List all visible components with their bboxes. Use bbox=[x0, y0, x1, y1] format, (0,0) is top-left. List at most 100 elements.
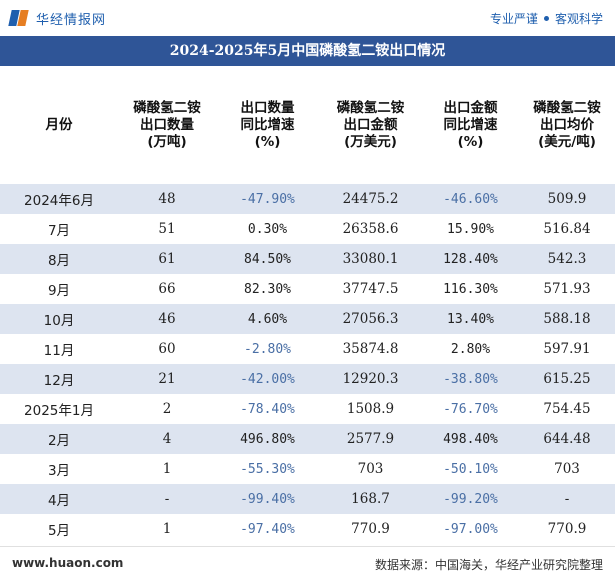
cell-price: 509.9 bbox=[519, 184, 615, 214]
column-header-line: 磷酸氢二铵 bbox=[336, 99, 405, 116]
cell-qty-yoy: 84.50% bbox=[216, 244, 319, 274]
table-row: 9月 66 82.30% 37747.5 116.30% 571.93 bbox=[0, 274, 615, 304]
table-row: 7月 51 0.30% 26358.6 15.90% 516.84 bbox=[0, 214, 615, 244]
cell-month: 11月 bbox=[0, 334, 118, 364]
title-bar: 2024-2025年5月中国磷酸氢二铵出口情况 bbox=[0, 36, 615, 66]
cell-qty: 48 bbox=[118, 184, 216, 214]
cell-amt: 37747.5 bbox=[319, 274, 422, 304]
cell-month: 7月 bbox=[0, 214, 118, 244]
cell-price: 754.45 bbox=[519, 394, 615, 424]
brand-logo[interactable]: 华经情报网 bbox=[8, 8, 107, 28]
cell-qty-yoy: -2.80% bbox=[216, 334, 319, 364]
cell-month: 10月 bbox=[0, 304, 118, 334]
cell-qty-yoy: -42.00% bbox=[216, 364, 319, 394]
cell-month: 8月 bbox=[0, 244, 118, 274]
cell-month: 4月 bbox=[0, 484, 118, 514]
cell-qty-yoy: 0.30% bbox=[216, 214, 319, 244]
cell-amt-yoy: 15.90% bbox=[422, 214, 519, 244]
table-row: 2月 4 496.80% 2577.9 498.40% 644.48 bbox=[0, 424, 615, 454]
cell-month: 2月 bbox=[0, 424, 118, 454]
cell-price: - bbox=[519, 484, 615, 514]
cell-qty-yoy: 4.60% bbox=[216, 304, 319, 334]
slogan-left: 专业严谨 bbox=[489, 12, 538, 26]
cell-amt: 12920.3 bbox=[319, 364, 422, 394]
logo-text: 华经情报网 bbox=[36, 12, 107, 28]
column-header-line: 出口数量 bbox=[140, 116, 194, 133]
column-header-line: 出口数量 bbox=[240, 99, 295, 116]
cell-qty: 61 bbox=[118, 244, 216, 274]
cell-qty-yoy: -78.40% bbox=[216, 394, 319, 424]
cell-amt-yoy: -38.80% bbox=[422, 364, 519, 394]
cell-qty: 46 bbox=[118, 304, 216, 334]
column-header-line: 月份 bbox=[45, 116, 73, 133]
cell-price: 542.3 bbox=[519, 244, 615, 274]
table-header-row: 月份 磷酸氢二铵 出口数量 (万吨) 出口数量 同比增速 (%) 磷酸氢二铵 出口金额 (万美元)… bbox=[0, 66, 615, 184]
table-row: 5月 1 -97.40% 770.9 -97.00% 770.9 bbox=[0, 514, 615, 544]
table-body: 2024年6月 48 -47.90% 24475.2 -46.60% 509.9 7月 51 0… bbox=[0, 184, 615, 544]
cell-amt: 35874.8 bbox=[319, 334, 422, 364]
slogan: 专业严谨 客观科学 bbox=[490, 10, 603, 27]
table-row: 4月 - -99.40% 168.7 -99.20% - bbox=[0, 484, 615, 514]
cell-amt-yoy: -99.20% bbox=[422, 484, 519, 514]
cell-amt-yoy: 498.40% bbox=[422, 424, 519, 454]
export-table: 月份 磷酸氢二铵 出口数量 (万吨) 出口数量 同比增速 (%) 磷酸氢二铵 出口金额 (万美元)… bbox=[0, 66, 615, 544]
column-header-line: (万美元) bbox=[344, 133, 397, 150]
column-header-line: (%) bbox=[254, 133, 281, 150]
cell-amt-yoy: -97.00% bbox=[422, 514, 519, 544]
cell-month: 12月 bbox=[0, 364, 118, 394]
dot-icon bbox=[543, 16, 549, 21]
cell-amt-yoy: -46.60% bbox=[422, 184, 519, 214]
table-row: 11月 60 -2.80% 35874.8 2.80% 597.91 bbox=[0, 334, 615, 364]
slogan-right: 客观科学 bbox=[554, 12, 603, 26]
column-header-amount-yoy: 出口金额 同比增速 (%) bbox=[422, 66, 519, 184]
cell-price: 571.93 bbox=[519, 274, 615, 304]
cell-price: 516.84 bbox=[519, 214, 615, 244]
cell-amt-yoy: -76.70% bbox=[422, 394, 519, 424]
cell-month: 2025年1月 bbox=[0, 394, 118, 424]
table-row: 10月 46 4.60% 27056.3 13.40% 588.18 bbox=[0, 304, 615, 334]
column-header-line: (美元/吨) bbox=[538, 133, 596, 150]
cell-amt: 27056.3 bbox=[319, 304, 422, 334]
column-header-line: (%) bbox=[457, 133, 484, 150]
cell-qty-yoy: 82.30% bbox=[216, 274, 319, 304]
column-header-export-amount: 磷酸氢二铵 出口金额 (万美元) bbox=[319, 66, 422, 184]
cell-amt: 1508.9 bbox=[319, 394, 422, 424]
cell-qty: 51 bbox=[118, 214, 216, 244]
cell-price: 615.25 bbox=[519, 364, 615, 394]
column-header-avg-price: 磷酸氢二铵 出口均价 (美元/吨) bbox=[519, 66, 615, 184]
cell-amt-yoy: 13.40% bbox=[422, 304, 519, 334]
page-title: 2024-2025年5月中国磷酸氢二铵出口情况 bbox=[169, 43, 446, 59]
cell-amt: 2577.9 bbox=[319, 424, 422, 454]
cell-qty-yoy: -97.40% bbox=[216, 514, 319, 544]
cell-qty: 1 bbox=[118, 514, 216, 544]
site-link[interactable]: www.huaon.com bbox=[12, 556, 124, 570]
table-row: 2025年1月 2 -78.40% 1508.9 -76.70% 754.45 bbox=[0, 394, 615, 424]
table-row: 8月 61 84.50% 33080.1 128.40% 542.3 bbox=[0, 244, 615, 274]
cell-price: 644.48 bbox=[519, 424, 615, 454]
data-source: 数据来源：中国海关，华经产业研究院整理 bbox=[374, 558, 603, 572]
cell-price: 703 bbox=[519, 454, 615, 484]
cell-amt: 33080.1 bbox=[319, 244, 422, 274]
cell-qty-yoy: -99.40% bbox=[216, 484, 319, 514]
cell-qty: 60 bbox=[118, 334, 216, 364]
table-row: 12月 21 -42.00% 12920.3 -38.80% 615.25 bbox=[0, 364, 615, 394]
logo-icon bbox=[8, 8, 30, 28]
cell-qty: - bbox=[118, 484, 216, 514]
cell-amt-yoy: -50.10% bbox=[422, 454, 519, 484]
cell-qty: 4 bbox=[118, 424, 216, 454]
column-header-line: 磷酸氢二铵 bbox=[533, 99, 601, 116]
cell-month: 9月 bbox=[0, 274, 118, 304]
cell-qty: 21 bbox=[118, 364, 216, 394]
cell-amt: 770.9 bbox=[319, 514, 422, 544]
column-header-line: 出口金额 bbox=[443, 99, 498, 116]
cell-amt: 26358.6 bbox=[319, 214, 422, 244]
cell-month: 3月 bbox=[0, 454, 118, 484]
cell-qty-yoy: -55.30% bbox=[216, 454, 319, 484]
cell-month: 5月 bbox=[0, 514, 118, 544]
cell-price: 770.9 bbox=[519, 514, 615, 544]
column-header-line: 同比增速 bbox=[443, 116, 498, 133]
table-row: 2024年6月 48 -47.90% 24475.2 -46.60% 509.9 bbox=[0, 184, 615, 214]
cell-month: 2024年6月 bbox=[0, 184, 118, 214]
data-table-container: 月份 磷酸氢二铵 出口数量 (万吨) 出口数量 同比增速 (%) 磷酸氢二铵 出口金额 (万美元)… bbox=[0, 66, 615, 544]
column-header-line: 同比增速 bbox=[240, 116, 295, 133]
